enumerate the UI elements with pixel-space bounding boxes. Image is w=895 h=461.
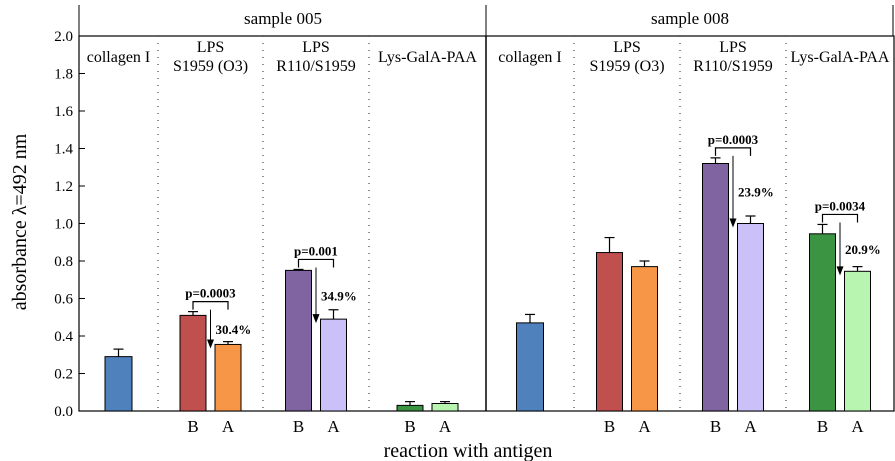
reduction-label: 23.9% <box>738 185 774 200</box>
bar <box>631 266 658 412</box>
bar <box>702 163 729 412</box>
group-label: collagen I <box>87 49 151 66</box>
group-label: S1959 (O3) <box>173 58 248 75</box>
p-value-label: p=0.0003 <box>185 286 236 301</box>
y-tick-label: 1.2 <box>54 179 73 195</box>
y-tick-label: 0.6 <box>54 292 73 308</box>
p-value-label: p=0.0003 <box>708 132 759 147</box>
reduction-arrowhead <box>836 266 844 276</box>
reduction-label: 20.9% <box>845 242 881 257</box>
x-tick-label: B <box>710 417 721 436</box>
y-tick-label: 1.8 <box>54 67 73 83</box>
y-tick-label: 0.4 <box>54 329 73 345</box>
y-tick-label: 1.0 <box>54 217 73 233</box>
y-tick-label: 0.8 <box>54 254 73 270</box>
group-label: R110/S1959 <box>693 58 772 75</box>
y-tick-label: 2.0 <box>54 29 73 45</box>
y-tick-label: 0.0 <box>54 404 73 420</box>
x-tick-label: B <box>817 417 828 436</box>
x-tick-label: A <box>851 417 864 436</box>
group-label: LPS <box>302 39 330 56</box>
bar <box>214 343 242 412</box>
panel-title: sample 008 <box>651 9 729 28</box>
x-tick-label: A <box>327 417 340 436</box>
reduction-label: 30.4% <box>216 322 252 337</box>
x-tick-label: B <box>187 417 198 436</box>
group-label: LPS <box>613 39 641 56</box>
y-axis-label: absorbance λ=492 nm <box>9 133 31 310</box>
group-label: LPS <box>197 39 225 56</box>
bar <box>737 223 764 412</box>
group-label: collagen I <box>498 49 562 66</box>
reduction-arrowhead <box>207 339 214 349</box>
p-value-label: p=0.0034 <box>815 198 866 213</box>
bar <box>179 314 207 412</box>
y-tick-label: 0.2 <box>54 367 73 383</box>
bar <box>285 269 312 412</box>
group-label: LPS <box>719 39 747 56</box>
group-label: Lys-GalA-PAA <box>378 49 477 66</box>
x-tick-label: B <box>293 417 304 436</box>
significance-bracket <box>192 301 229 310</box>
x-axis-label: reaction with antigen <box>384 440 553 461</box>
reduction-arrowhead <box>729 218 737 228</box>
x-tick-label: A <box>744 417 757 436</box>
bar <box>516 322 544 412</box>
reduction-arrowhead <box>312 314 320 324</box>
bar <box>396 404 424 412</box>
panel-title: sample 005 <box>244 9 322 28</box>
y-tick-label: 1.4 <box>54 142 73 158</box>
group-label: R110/S1959 <box>276 58 355 75</box>
significance-bracket <box>297 258 335 268</box>
group-label: Lys-GalA-PAA <box>791 49 890 66</box>
bar <box>809 233 836 412</box>
x-tick-label: B <box>604 417 615 436</box>
significance-bracket <box>821 213 859 223</box>
y-tick-label: 1.6 <box>54 104 73 120</box>
reduction-label: 34.9% <box>321 288 357 303</box>
x-tick-label: A <box>638 417 651 436</box>
bar <box>104 356 133 412</box>
x-tick-label: A <box>222 417 235 436</box>
group-label: S1959 (O3) <box>589 58 664 75</box>
bar <box>596 252 623 412</box>
x-tick-label: B <box>404 417 415 436</box>
bar <box>320 318 347 412</box>
significance-bracket <box>714 147 752 156</box>
bar <box>844 270 871 412</box>
bar <box>431 403 459 412</box>
p-value-label: p=0.001 <box>294 243 338 258</box>
x-tick-label: A <box>439 417 452 436</box>
